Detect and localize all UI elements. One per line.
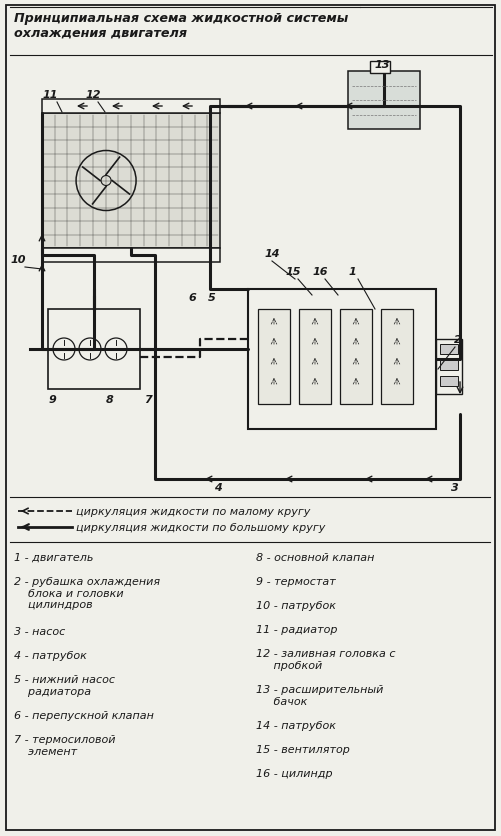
Text: 3 - насос: 3 - насос xyxy=(14,626,65,636)
Text: 10 - патрубок: 10 - патрубок xyxy=(256,600,336,610)
Bar xyxy=(370,62,390,74)
Bar xyxy=(436,339,462,395)
Text: 14 - патрубок: 14 - патрубок xyxy=(256,720,336,730)
Text: 16: 16 xyxy=(312,267,328,277)
Text: 4: 4 xyxy=(214,482,222,492)
Text: 7 - термосиловой
    элемент: 7 - термосиловой элемент xyxy=(14,734,116,756)
Text: 11 - радиатор: 11 - радиатор xyxy=(256,624,338,635)
Text: 2 - рубашка охлаждения
    блока и головки
    цилиндров: 2 - рубашка охлаждения блока и головки ц… xyxy=(14,576,160,609)
Text: 6 - перепускной клапан: 6 - перепускной клапан xyxy=(14,710,154,720)
Text: 13 - расширительный
     бачок: 13 - расширительный бачок xyxy=(256,684,383,706)
Text: 5 - нижний насос
    радиатора: 5 - нижний насос радиатора xyxy=(14,674,115,696)
Text: циркуляция жидкости по большому кругу: циркуляция жидкости по большому кругу xyxy=(76,522,325,533)
Text: 14: 14 xyxy=(264,248,280,258)
Text: 10: 10 xyxy=(10,255,26,265)
Bar xyxy=(299,309,331,405)
Text: 6: 6 xyxy=(188,293,196,303)
Bar xyxy=(42,114,220,248)
Text: 7: 7 xyxy=(144,395,152,405)
Bar xyxy=(440,344,458,354)
Bar xyxy=(42,99,220,114)
Bar xyxy=(340,309,372,405)
Bar xyxy=(258,309,290,405)
Text: 13: 13 xyxy=(374,60,390,70)
Bar xyxy=(440,360,458,370)
Text: 15: 15 xyxy=(285,267,301,277)
Text: 9: 9 xyxy=(48,395,56,405)
Text: 5: 5 xyxy=(208,293,216,303)
Text: 4 - патрубок: 4 - патрубок xyxy=(14,650,87,660)
Bar xyxy=(48,309,140,390)
Text: 12 - заливная головка с
     пробкой: 12 - заливная головка с пробкой xyxy=(256,648,395,670)
Text: циркуляция жидкости по малому кругу: циркуляция жидкости по малому кругу xyxy=(76,507,311,517)
Text: 1 - двигатель: 1 - двигатель xyxy=(14,553,93,563)
Text: 1: 1 xyxy=(348,267,356,277)
Bar xyxy=(440,376,458,386)
Text: 16 - цилиндр: 16 - цилиндр xyxy=(256,768,333,778)
Bar xyxy=(381,309,413,405)
Text: 8: 8 xyxy=(106,395,114,405)
Bar xyxy=(42,248,220,263)
Text: 8 - основной клапан: 8 - основной клапан xyxy=(256,553,374,563)
Text: 2: 2 xyxy=(454,334,462,344)
Text: 12: 12 xyxy=(85,90,101,99)
Text: 11: 11 xyxy=(42,90,58,99)
Text: 9 - термостат: 9 - термостат xyxy=(256,576,336,586)
Bar xyxy=(348,72,420,130)
Text: 15 - вентилятор: 15 - вентилятор xyxy=(256,744,350,754)
Text: 3: 3 xyxy=(451,482,459,492)
Bar xyxy=(248,289,436,430)
Text: Принципиальная схема жидкостной системы
охлаждения двигателя: Принципиальная схема жидкостной системы … xyxy=(14,12,348,40)
